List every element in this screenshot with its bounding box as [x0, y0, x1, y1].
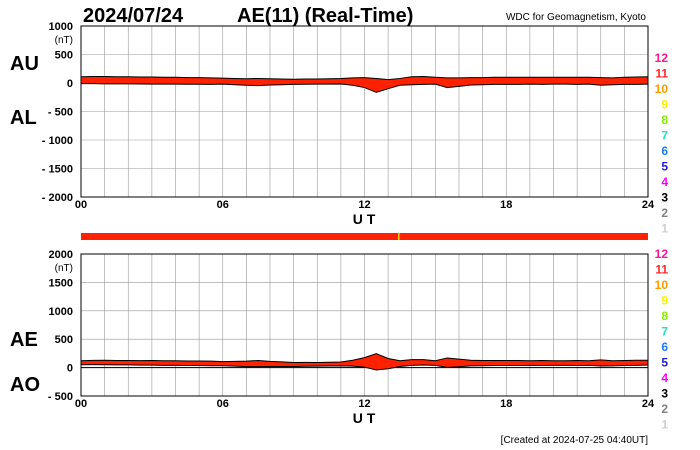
station-legend-10: 10 — [655, 82, 669, 96]
station-legend-1: 1 — [661, 418, 668, 432]
station-coverage-bar — [81, 233, 648, 240]
y-tick-label: - 500 — [48, 107, 73, 119]
unit-label-bottom: (nT) — [55, 263, 73, 274]
y-tick-label: 500 — [55, 50, 73, 62]
x-axis-title-top: U T — [353, 211, 376, 227]
x-tick-label: 24 — [642, 398, 655, 410]
chart-title: AE(11) (Real-Time) — [237, 5, 413, 27]
y-tick-label: - 500 — [48, 391, 73, 403]
created-timestamp: [Created at 2024-07-25 04:40UT] — [501, 435, 649, 446]
x-tick-label: 24 — [642, 199, 655, 211]
station-legend-5: 5 — [661, 356, 668, 370]
station-legend-5: 5 — [661, 160, 668, 174]
x-tick-label: 12 — [358, 199, 370, 211]
ao-label: AO — [10, 374, 40, 396]
y-tick-label: - 1500 — [42, 164, 73, 176]
station-legend-12: 12 — [655, 51, 669, 65]
station-legend-4: 4 — [661, 371, 668, 385]
plot-frame — [80, 253, 649, 397]
y-tick-label: - 1000 — [42, 135, 73, 147]
au-label: AU — [10, 53, 39, 75]
x-tick-label: 18 — [500, 199, 512, 211]
station-legend-8: 8 — [661, 113, 668, 127]
unit-label-top: (nT) — [55, 35, 73, 46]
station-legend-3: 3 — [661, 191, 668, 205]
station-legend-11: 11 — [655, 263, 668, 277]
y-tick-label: 1500 — [49, 277, 73, 289]
y-tick-label: 500 — [55, 334, 73, 346]
y-tick-label: 0 — [67, 363, 73, 375]
x-tick-label: 06 — [217, 199, 229, 211]
y-tick-label: 2000 — [49, 249, 73, 261]
al-label: AL — [10, 107, 37, 129]
plot-frame — [80, 25, 649, 198]
station-legend-11: 11 — [655, 67, 668, 81]
station-legend-6: 6 — [661, 340, 668, 354]
station-legend-4: 4 — [661, 175, 668, 189]
y-tick-label: 0 — [67, 78, 73, 90]
station-legend-12: 12 — [655, 247, 669, 261]
x-tick-label: 06 — [217, 398, 229, 410]
station-coverage-mark — [398, 233, 400, 240]
station-legend-7: 7 — [661, 325, 668, 339]
station-legend-8: 8 — [661, 309, 668, 323]
x-tick-label: 18 — [500, 398, 512, 410]
station-legend-9: 9 — [661, 294, 668, 308]
x-axis-title-bottom: U T — [353, 410, 376, 426]
ae-label: AE — [10, 329, 38, 351]
station-legend-3: 3 — [661, 387, 668, 401]
station-legend-1: 1 — [661, 222, 668, 236]
y-tick-label: - 2000 — [42, 192, 73, 204]
station-legend-6: 6 — [661, 144, 668, 158]
date-label: 2024/07/24 — [83, 5, 184, 27]
station-legend-9: 9 — [661, 98, 668, 112]
y-tick-label: 1000 — [49, 306, 73, 318]
source-label: WDC for Geomagnetism, Kyoto — [506, 12, 646, 23]
station-legend-2: 2 — [661, 402, 668, 416]
station-legend-10: 10 — [655, 278, 669, 292]
x-tick-label: 00 — [75, 199, 87, 211]
x-tick-label: 12 — [358, 398, 370, 410]
y-tick-label: 1000 — [49, 21, 73, 33]
station-legend-7: 7 — [661, 129, 668, 143]
x-tick-label: 00 — [75, 398, 87, 410]
station-legend-2: 2 — [661, 206, 668, 220]
